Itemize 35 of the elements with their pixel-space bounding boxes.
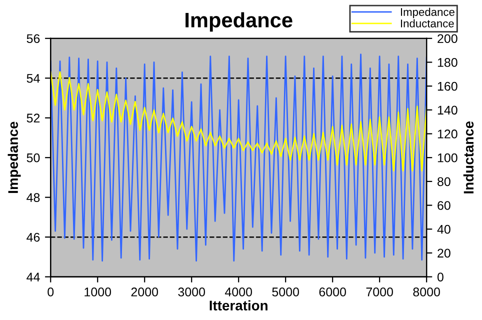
y-tick-label: 44 <box>26 272 40 282</box>
line-series <box>50 71 427 172</box>
y-axis-title: Impedance <box>8 122 21 193</box>
x-tick-label: 5000 <box>272 288 299 296</box>
y2-tick-label: 80 <box>438 177 450 186</box>
x-tick-label: 3000 <box>178 288 206 296</box>
y2-tick-label: 200 <box>438 34 458 44</box>
y-tick-label: 48 <box>26 193 40 202</box>
y2-tick-label: 140 <box>438 106 458 115</box>
y2-tick-label: 180 <box>438 58 458 67</box>
x-axis-title: Itteration <box>210 300 268 310</box>
y-tick-label: 46 <box>26 232 40 242</box>
y-tick-label: 50 <box>26 153 40 162</box>
y2-tick-label: 120 <box>438 130 458 138</box>
y2-axis-title: Inductance <box>463 121 474 194</box>
x-tick-label: 7000 <box>366 288 393 296</box>
x-tick-label: 1000 <box>84 288 112 296</box>
chart-title: Impedance <box>186 12 292 32</box>
y2-tick-label: 100 <box>438 153 458 162</box>
x-tick-label: 6000 <box>319 288 346 296</box>
legend-label: Inductance <box>401 19 454 28</box>
line-series <box>50 54 427 262</box>
y2-tick-label: 40 <box>437 224 450 234</box>
x-tick-label: 2000 <box>131 288 158 296</box>
y-tick-label: 52 <box>26 114 40 123</box>
y-tick-label: 56 <box>26 34 40 44</box>
y2-tick-label: 20 <box>438 248 450 258</box>
y2-tick-label: 60 <box>438 201 450 210</box>
y2-tick-label: 0 <box>437 272 444 282</box>
y-tick-label: 54 <box>26 74 40 83</box>
x-tick-label: 8000 <box>413 288 440 296</box>
y2-tick-label: 160 <box>438 82 458 91</box>
x-tick-label: 4000 <box>224 288 252 296</box>
legend-label: Impedance <box>401 8 454 18</box>
x-tick-label: 0 <box>48 288 54 296</box>
